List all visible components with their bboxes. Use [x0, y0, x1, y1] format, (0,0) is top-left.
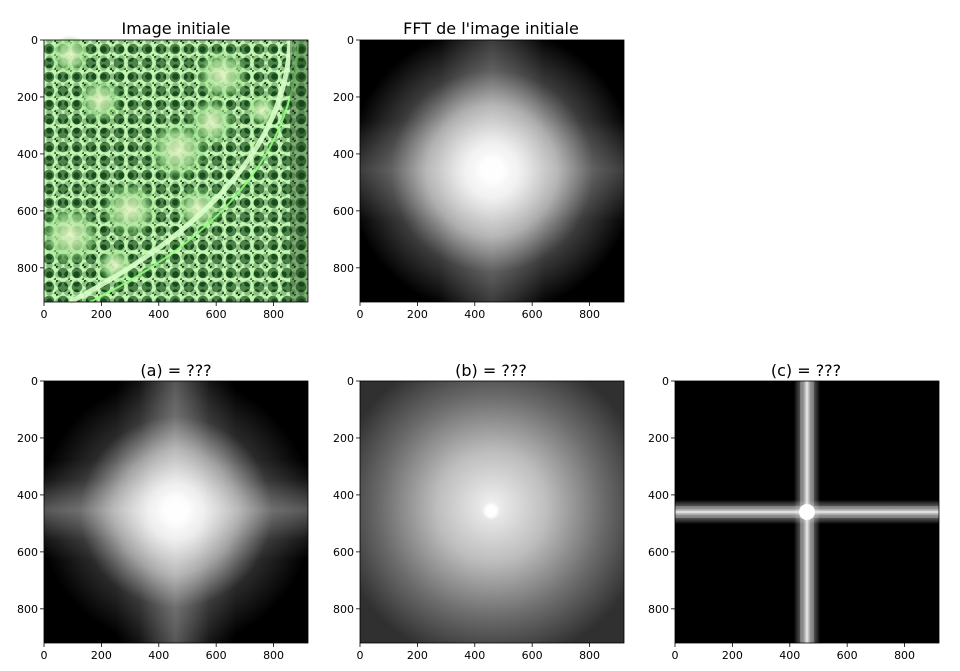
y-tick-label: 600 — [648, 546, 669, 559]
x-tick-label: 800 — [579, 308, 600, 321]
panel-title: FFT de l'image initiale — [403, 19, 579, 38]
axes: 0 200 400 600 800 0 200 400 600 800 — [17, 375, 284, 662]
x-tick-label: 0 — [672, 649, 679, 662]
x-tick-label: 0 — [357, 649, 364, 662]
x-tick-label: 800 — [579, 649, 600, 662]
axes: 0 200 400 600 800 0 200 400 600 800 — [648, 375, 915, 662]
y-tick-label: 400 — [333, 489, 354, 502]
fft-spectrum-image — [360, 40, 624, 302]
plot-frame — [359, 380, 625, 644]
x-tick-label: 800 — [894, 649, 915, 662]
y-tick-label: 200 — [648, 432, 669, 445]
y-tick-label: 0 — [347, 375, 354, 388]
panel-c: (c) = ??? 0 200 400 600 800 0 200 400 600 800 — [648, 361, 940, 662]
y-tick-label: 0 — [662, 375, 669, 388]
axes: 0 200 400 600 800 0 200 400 600 800 — [17, 34, 284, 321]
plot-frame — [43, 380, 309, 644]
y-tick-label: 200 — [17, 91, 38, 104]
fft-spectrum-image — [44, 381, 308, 643]
y-tick-label: 800 — [17, 603, 38, 616]
y-tick-label: 200 — [333, 432, 354, 445]
x-tick-label: 200 — [407, 308, 428, 321]
x-tick-label: 600 — [206, 649, 227, 662]
y-tick-label: 600 — [333, 205, 354, 218]
x-tick-label: 400 — [464, 649, 485, 662]
panel-b: (b) = ??? 0 200 400 600 800 0 200 400 600 800 — [333, 361, 625, 662]
y-tick-label: 800 — [333, 262, 354, 275]
x-tick-label: 400 — [148, 308, 169, 321]
y-tick-label: 200 — [17, 432, 38, 445]
y-tick-label: 600 — [17, 205, 38, 218]
y-tick-label: 600 — [17, 546, 38, 559]
panel-title: (b) = ??? — [455, 361, 527, 380]
plot-frame — [359, 39, 625, 303]
x-tick-label: 600 — [522, 649, 543, 662]
x-tick-label: 200 — [91, 649, 112, 662]
y-tick-label: 400 — [333, 148, 354, 161]
panel-a: (a) = ??? 0 200 400 600 800 0 200 400 600 800 — [17, 361, 309, 662]
y-tick-label: 400 — [17, 489, 38, 502]
panel-title: Image initiale — [121, 19, 230, 38]
y-tick-label: 800 — [333, 603, 354, 616]
y-tick-label: 600 — [333, 546, 354, 559]
fft-spectrum-image — [360, 381, 624, 643]
x-tick-label: 400 — [779, 649, 800, 662]
x-tick-label: 200 — [91, 308, 112, 321]
panel-title: (a) = ??? — [140, 361, 211, 380]
x-tick-label: 400 — [464, 308, 485, 321]
micrograph-image — [40, 35, 308, 305]
plot-frame — [43, 39, 309, 303]
panel-title: (c) = ??? — [771, 361, 841, 380]
x-tick-label: 800 — [263, 308, 284, 321]
x-tick-label: 600 — [522, 308, 543, 321]
panel-fft-initiale: FFT de l'image initiale 0 200 400 600 800 0 20… — [333, 19, 625, 321]
x-tick-label: 400 — [148, 649, 169, 662]
y-tick-label: 0 — [347, 34, 354, 47]
x-tick-label: 600 — [837, 649, 858, 662]
fft-spectrum-image — [675, 381, 939, 643]
y-tick-label: 800 — [17, 262, 38, 275]
x-tick-label: 0 — [41, 649, 48, 662]
axes: 0 200 400 600 800 0 200 400 600 800 — [333, 375, 600, 662]
axes: 0 200 400 600 800 0 200 400 600 800 — [333, 34, 600, 321]
y-tick-label: 200 — [333, 91, 354, 104]
x-tick-label: 200 — [722, 649, 743, 662]
panel-image-initiale: Image initiale 0 200 400 600 800 0 200 400 600 80… — [17, 19, 309, 321]
y-tick-label: 0 — [31, 34, 38, 47]
x-tick-label: 800 — [263, 649, 284, 662]
x-tick-label: 600 — [206, 308, 227, 321]
x-tick-label: 200 — [407, 649, 428, 662]
y-tick-label: 400 — [17, 148, 38, 161]
x-tick-label: 0 — [357, 308, 364, 321]
plot-frame — [674, 380, 940, 644]
y-tick-label: 800 — [648, 603, 669, 616]
y-tick-label: 400 — [648, 489, 669, 502]
y-tick-label: 0 — [31, 375, 38, 388]
x-tick-label: 0 — [41, 308, 48, 321]
